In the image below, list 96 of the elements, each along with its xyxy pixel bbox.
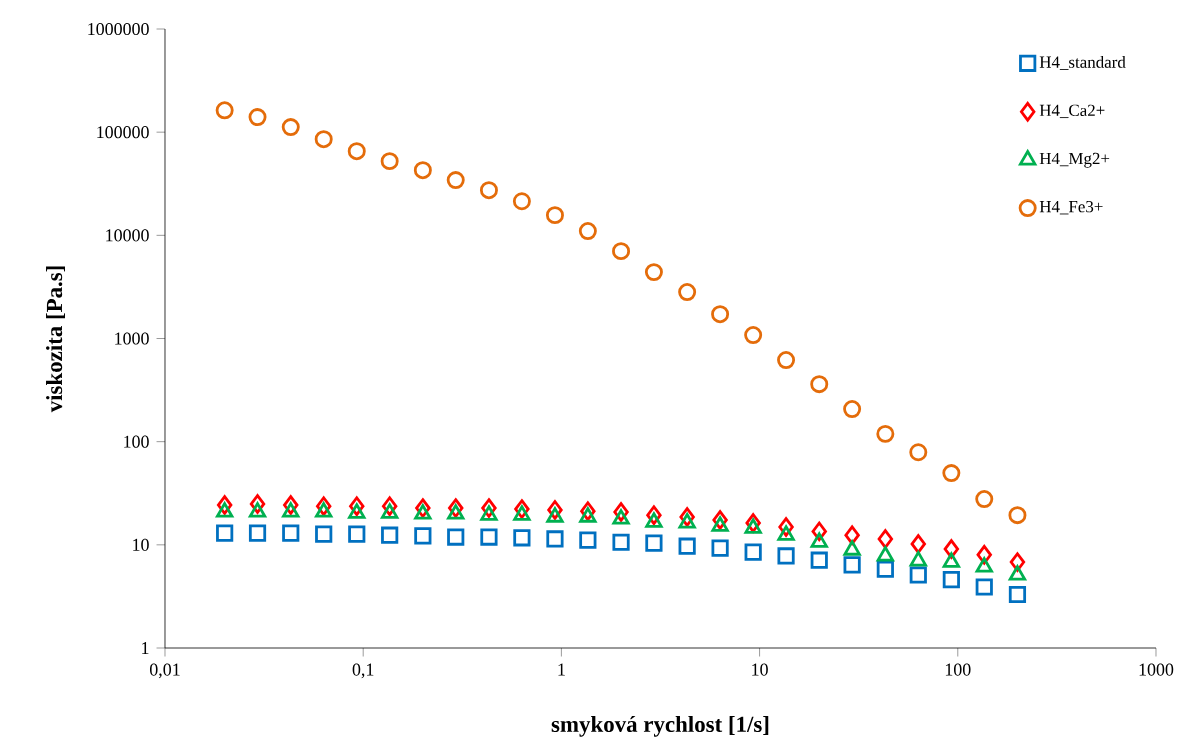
point bbox=[513, 505, 531, 521]
x-tick-label: 1000 bbox=[1139, 663, 1174, 676]
point bbox=[348, 525, 366, 543]
point bbox=[942, 464, 961, 483]
x-tick-label: 10 bbox=[752, 663, 768, 676]
point bbox=[810, 532, 828, 548]
point bbox=[777, 525, 795, 541]
point bbox=[877, 529, 894, 549]
point bbox=[513, 529, 531, 547]
point bbox=[975, 490, 994, 509]
point bbox=[447, 504, 465, 520]
point bbox=[876, 424, 895, 443]
point bbox=[381, 526, 399, 544]
point bbox=[810, 551, 828, 569]
point bbox=[678, 537, 696, 555]
point bbox=[578, 222, 597, 241]
legend-label: H4_Fe3+ bbox=[1039, 200, 1103, 215]
point bbox=[579, 507, 597, 523]
y-tick-label: 100000 bbox=[97, 126, 149, 139]
point bbox=[678, 513, 696, 529]
point bbox=[314, 130, 333, 149]
point bbox=[248, 502, 267, 518]
point bbox=[876, 560, 894, 578]
x-axis-title: smyková rychlost [1/s] bbox=[551, 715, 769, 737]
x-tick-label: 100 bbox=[945, 663, 971, 676]
legend-label: H4_Mg2+ bbox=[1039, 152, 1110, 168]
point bbox=[479, 181, 498, 200]
point bbox=[281, 118, 300, 137]
point bbox=[711, 539, 729, 557]
point bbox=[579, 531, 597, 549]
point bbox=[446, 171, 465, 190]
point bbox=[744, 326, 763, 345]
y-tick-label: 1000000 bbox=[88, 22, 149, 36]
point bbox=[512, 192, 531, 211]
x-tick-label: 0,01 bbox=[149, 663, 180, 679]
point bbox=[843, 556, 861, 574]
point bbox=[1008, 585, 1027, 604]
point bbox=[645, 512, 663, 528]
point bbox=[315, 525, 333, 543]
point bbox=[843, 540, 861, 556]
point bbox=[215, 101, 234, 120]
point bbox=[414, 504, 432, 520]
point bbox=[546, 530, 564, 548]
point bbox=[480, 528, 498, 546]
point bbox=[810, 375, 829, 394]
point bbox=[348, 503, 366, 519]
y-axis-title: viskozita [Pa.s] bbox=[46, 266, 65, 413]
point bbox=[644, 263, 663, 282]
point bbox=[612, 533, 630, 551]
point bbox=[612, 509, 630, 525]
point bbox=[545, 206, 564, 225]
point bbox=[1008, 506, 1027, 525]
point bbox=[744, 543, 762, 561]
y-tick-label: 100 bbox=[124, 435, 149, 448]
point bbox=[744, 518, 762, 534]
y-tick-label: 10 bbox=[133, 538, 149, 551]
point bbox=[843, 400, 862, 419]
point bbox=[248, 524, 267, 542]
point bbox=[347, 142, 366, 161]
point bbox=[546, 507, 564, 523]
point bbox=[777, 547, 795, 565]
point bbox=[876, 546, 895, 562]
point bbox=[711, 516, 729, 532]
point bbox=[282, 524, 300, 542]
point bbox=[909, 566, 927, 584]
point bbox=[711, 305, 730, 324]
point bbox=[282, 502, 300, 518]
point bbox=[678, 283, 697, 302]
point bbox=[612, 242, 631, 261]
legend-label: H4_standard bbox=[1039, 55, 1126, 70]
point bbox=[380, 503, 399, 519]
point bbox=[215, 502, 234, 518]
point bbox=[413, 161, 432, 180]
point bbox=[942, 571, 960, 589]
point bbox=[315, 502, 333, 518]
point bbox=[975, 557, 993, 573]
point bbox=[1008, 565, 1027, 581]
point bbox=[909, 443, 928, 462]
point bbox=[248, 108, 267, 127]
point bbox=[414, 527, 432, 545]
y-tick-label: 10000 bbox=[106, 229, 149, 242]
point bbox=[942, 552, 961, 568]
point bbox=[480, 505, 498, 521]
y-tick-label: 1 bbox=[142, 642, 149, 654]
point bbox=[447, 528, 465, 546]
y-tick-label: 1000 bbox=[115, 332, 149, 345]
point bbox=[777, 351, 796, 370]
point bbox=[975, 578, 993, 596]
point bbox=[910, 534, 926, 554]
x-tick-label: 1 bbox=[558, 663, 565, 676]
x-tick-label: 0,1 bbox=[352, 663, 374, 679]
point bbox=[909, 551, 927, 567]
legend-label: H4_Ca2+ bbox=[1039, 104, 1105, 119]
point bbox=[645, 534, 663, 552]
point bbox=[216, 524, 234, 542]
point bbox=[380, 152, 399, 171]
